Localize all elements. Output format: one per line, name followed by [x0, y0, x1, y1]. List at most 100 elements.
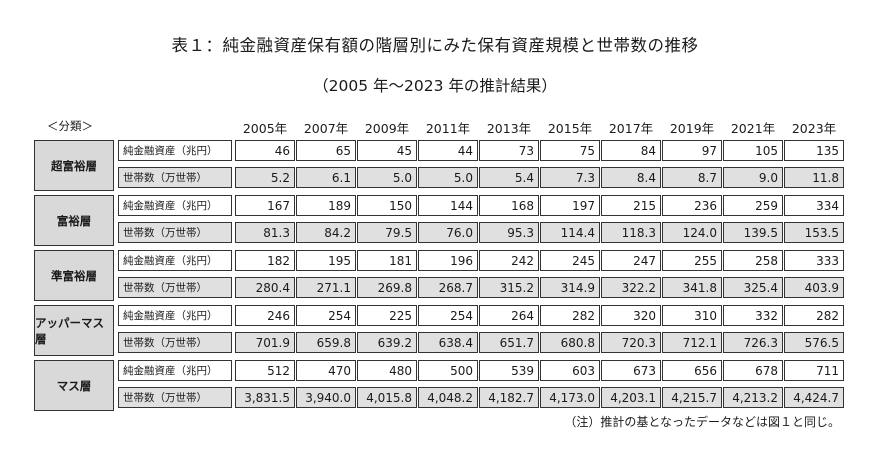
row-label: 純金融資産（兆円） — [118, 195, 232, 216]
table-cell: 84.2 — [296, 222, 356, 243]
table-cell: 512 — [235, 360, 295, 381]
year-header: 2011年 — [425, 121, 471, 136]
table-title: 表１：純金融資産保有額の階層別にみた保有資産規模と世帯数の推移 — [171, 36, 699, 55]
table-cell: 254 — [296, 305, 356, 326]
table-cell: 139.5 — [723, 222, 783, 243]
table-cell: 341.8 — [662, 277, 722, 298]
table-cell: 4,015.8 — [357, 387, 417, 408]
assets-row: 純金融資産（兆円） 167 189 150 144 168 197 215 236 259 334 — [118, 195, 844, 218]
table-cell: 181 — [357, 250, 417, 271]
row-label: 純金融資産（兆円） — [118, 305, 232, 326]
table-cell: 470 — [296, 360, 356, 381]
year-header: 2015年 — [547, 121, 593, 136]
year-header: 2019年 — [669, 121, 715, 136]
table-cell: 280.4 — [235, 277, 295, 298]
table-cell: 332 — [723, 305, 783, 326]
table-cell: 197 — [540, 195, 600, 216]
table-cell: 75 — [540, 140, 600, 161]
table-cell: 711 — [784, 360, 844, 381]
group-name: 準富裕層 — [34, 250, 114, 301]
year-header: 2005年 — [242, 121, 288, 136]
table-cell: 258 — [723, 250, 783, 271]
table-cell: 310 — [662, 305, 722, 326]
group-name: アッパーマス層 — [34, 305, 114, 356]
table-subtitle: （2005 年～2023 年の推計結果） — [313, 77, 557, 95]
table-cell: 656 — [662, 360, 722, 381]
table-cell: 8.7 — [662, 167, 722, 188]
table-cell: 7.3 — [540, 167, 600, 188]
table-cell: 225 — [357, 305, 417, 326]
table-cell: 195 — [296, 250, 356, 271]
households-row: 世帯数（万世帯） 5.2 6.1 5.0 5.0 5.4 7.3 8.4 8.7 9.0 11.8 — [118, 167, 844, 190]
table-cell: 5.4 — [479, 167, 539, 188]
table-cell: 673 — [601, 360, 661, 381]
year-header: 2017年 — [608, 121, 654, 136]
table-cell: 4,048.2 — [418, 387, 478, 408]
group-name: マス層 — [34, 360, 114, 411]
table-cell: 726.3 — [723, 332, 783, 353]
households-row: 世帯数（万世帯） 81.3 84.2 79.5 76.0 95.3 114.4 118.3 12… — [118, 222, 844, 245]
table-cell: 168 — [479, 195, 539, 216]
table-cell: 81.3 — [235, 222, 295, 243]
table-cell: 576.5 — [784, 332, 844, 353]
row-label: 純金融資産（兆円） — [118, 140, 232, 161]
table-cell: 5.2 — [235, 167, 295, 188]
table-cell: 500 — [418, 360, 478, 381]
table-cell: 84 — [601, 140, 661, 161]
table-cell: 603 — [540, 360, 600, 381]
assets-row: 純金融資産（兆円） 512 470 480 500 539 603 673 656 678 711 — [118, 360, 844, 383]
table-group: 超富裕層 純金融資産（兆円） 46 65 45 44 73 75 84 97 105 135 世帯数（万… — [34, 140, 844, 191]
category-label: ＜分類＞ — [47, 119, 93, 133]
table-cell: 95.3 — [479, 222, 539, 243]
row-label: 世帯数（万世帯） — [118, 332, 232, 353]
table-cell: 282 — [784, 305, 844, 326]
table-cell: 322.2 — [601, 277, 661, 298]
table-cell: 720.3 — [601, 332, 661, 353]
households-row: 世帯数（万世帯） 280.4 271.1 269.8 268.7 315.2 314.9 32… — [118, 277, 844, 300]
table-cell: 314.9 — [540, 277, 600, 298]
table-group: 準富裕層 純金融資産（兆円） 182 195 181 196 242 245 247 255 258… — [34, 250, 844, 301]
table-cell: 79.5 — [357, 222, 417, 243]
table-cell: 3,831.5 — [235, 387, 295, 408]
table-cell: 320 — [601, 305, 661, 326]
table-group: 富裕層 純金融資産（兆円） 167 189 150 144 168 197 215 236 259 3… — [34, 195, 844, 246]
table-cell: 182 — [235, 250, 295, 271]
table-cell: 45 — [357, 140, 417, 161]
table-cell: 334 — [784, 195, 844, 216]
table-cell: 5.0 — [418, 167, 478, 188]
table-cell: 638.4 — [418, 332, 478, 353]
year-header: 2013年 — [486, 121, 532, 136]
row-label: 世帯数（万世帯） — [118, 222, 232, 243]
table-cell: 9.0 — [723, 167, 783, 188]
table-cell: 114.4 — [540, 222, 600, 243]
year-header: 2021年 — [730, 121, 776, 136]
table-cell: 271.1 — [296, 277, 356, 298]
table-cell: 659.8 — [296, 332, 356, 353]
households-row: 世帯数（万世帯） 3,831.5 3,940.0 4,015.8 4,048.2 4,18… — [118, 387, 844, 410]
table-cell: 403.9 — [784, 277, 844, 298]
table-cell: 4,213.2 — [723, 387, 783, 408]
table-cell: 215 — [601, 195, 661, 216]
assets-row: 純金融資産（兆円） 46 65 45 44 73 75 84 97 105 135 — [118, 140, 844, 163]
table-cell: 150 — [357, 195, 417, 216]
row-label: 世帯数（万世帯） — [118, 277, 232, 298]
table-cell: 264 — [479, 305, 539, 326]
table-cell: 189 — [296, 195, 356, 216]
table-cell: 259 — [723, 195, 783, 216]
table-cell: 268.7 — [418, 277, 478, 298]
table-cell: 153.5 — [784, 222, 844, 243]
table-group: マス層 純金融資産（兆円） 512 470 480 500 539 603 673 656 678 7… — [34, 360, 844, 411]
table-cell: 4,173.0 — [540, 387, 600, 408]
table-cell: 269.8 — [357, 277, 417, 298]
table-note: （注）推計の基となったデータなどは図１と同じ。 — [564, 415, 840, 429]
table-cell: 118.3 — [601, 222, 661, 243]
table-cell: 8.4 — [601, 167, 661, 188]
table-cell: 712.1 — [662, 332, 722, 353]
table-cell: 246 — [235, 305, 295, 326]
table-cell: 135 — [784, 140, 844, 161]
table-cell: 480 — [357, 360, 417, 381]
table-cell: 325.4 — [723, 277, 783, 298]
table-cell: 4,203.1 — [601, 387, 661, 408]
year-header: 2009年 — [364, 121, 410, 136]
year-header-row: 2005年 2007年 2009年 2011年 2013年 2015年 2017… — [235, 118, 843, 136]
